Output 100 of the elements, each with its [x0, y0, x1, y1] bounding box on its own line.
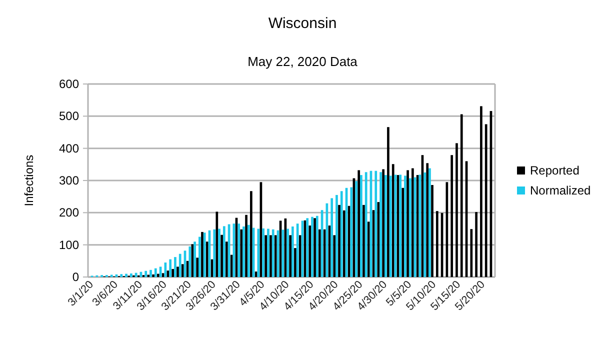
- bar: [172, 268, 174, 277]
- bar: [340, 191, 343, 277]
- legend-label: Normalized: [530, 184, 591, 198]
- y-tick-label: 500: [58, 109, 80, 124]
- bar: [174, 257, 176, 277]
- bar: [387, 127, 390, 277]
- bar: [350, 187, 353, 277]
- bar: [470, 229, 473, 277]
- bar: [292, 226, 294, 277]
- bar: [367, 222, 370, 277]
- bar: [450, 155, 454, 277]
- bar: [384, 175, 387, 277]
- bar: [203, 232, 206, 277]
- bar: [298, 235, 302, 277]
- bar: [188, 246, 192, 277]
- bar: [316, 216, 318, 277]
- bar: [270, 235, 272, 277]
- bar: [294, 248, 296, 277]
- bar: [178, 254, 182, 277]
- bar: [318, 229, 321, 277]
- bar: [262, 228, 264, 277]
- bar: [206, 242, 208, 277]
- bar: [323, 229, 326, 277]
- bar: [436, 211, 438, 277]
- bar: [406, 170, 409, 277]
- bar: [222, 226, 226, 277]
- bar: [480, 106, 482, 277]
- bar: [399, 174, 402, 277]
- bar: [154, 268, 157, 277]
- legend-label: Reported: [530, 164, 580, 178]
- chart-subtitle: May 22, 2020 Data: [248, 54, 358, 69]
- y-tick-label: 600: [58, 77, 80, 91]
- y-tick-label: 400: [58, 141, 80, 156]
- bar: [264, 235, 268, 277]
- bar: [196, 258, 199, 277]
- bar: [125, 274, 128, 277]
- bar: [380, 172, 382, 277]
- bar: [431, 185, 434, 277]
- bar: [194, 242, 196, 277]
- bar: [333, 235, 336, 277]
- bar: [150, 270, 152, 277]
- bar: [120, 274, 123, 277]
- bar: [286, 228, 289, 277]
- bar: [272, 229, 274, 277]
- bar: [338, 204, 340, 277]
- bar: [247, 224, 250, 277]
- bar: [213, 229, 216, 277]
- bar: [198, 236, 201, 277]
- bar: [144, 270, 148, 277]
- bar: [330, 198, 333, 277]
- bar: [176, 266, 179, 277]
- bar: [230, 254, 233, 277]
- bar: [130, 273, 132, 277]
- bar: [240, 229, 243, 277]
- y-tick-label: 300: [58, 174, 80, 188]
- bar: [336, 194, 338, 277]
- bar: [274, 235, 277, 277]
- bar: [418, 174, 422, 277]
- bar: [242, 226, 245, 277]
- bar: [152, 274, 154, 277]
- bar: [314, 218, 316, 277]
- bar: [362, 204, 365, 277]
- bar: [220, 234, 223, 277]
- bar: [201, 232, 204, 277]
- bar: [289, 235, 292, 277]
- bar: [484, 124, 488, 277]
- bar: [382, 169, 384, 277]
- bar: [456, 143, 458, 277]
- bar: [157, 274, 160, 277]
- bar: [245, 214, 248, 277]
- bar: [162, 273, 164, 277]
- bar: [257, 228, 260, 277]
- bar: [250, 191, 252, 277]
- bar: [424, 172, 426, 277]
- bar: [412, 168, 414, 277]
- bar: [282, 230, 284, 277]
- bar: [475, 212, 478, 277]
- bar: [428, 168, 431, 277]
- bar: [308, 226, 312, 277]
- bar: [311, 216, 314, 277]
- bar: [377, 202, 380, 277]
- bar: [306, 218, 309, 277]
- bar: [404, 176, 406, 277]
- bar: [218, 228, 220, 277]
- y-axis-title: Infections: [22, 154, 36, 206]
- chart-title: Wisconsin: [268, 15, 337, 32]
- bar: [342, 210, 346, 277]
- y-tick-label: 100: [58, 238, 80, 252]
- bar: [238, 224, 240, 277]
- bar: [460, 114, 463, 277]
- y-tick-label: 200: [58, 206, 80, 220]
- bar: [374, 170, 378, 277]
- bar: [364, 172, 368, 277]
- bar: [358, 170, 360, 277]
- bar: [355, 181, 358, 277]
- bar: [216, 212, 218, 277]
- bar: [226, 242, 228, 277]
- bar: [402, 188, 404, 277]
- bar: [181, 264, 184, 277]
- bar: [267, 228, 270, 277]
